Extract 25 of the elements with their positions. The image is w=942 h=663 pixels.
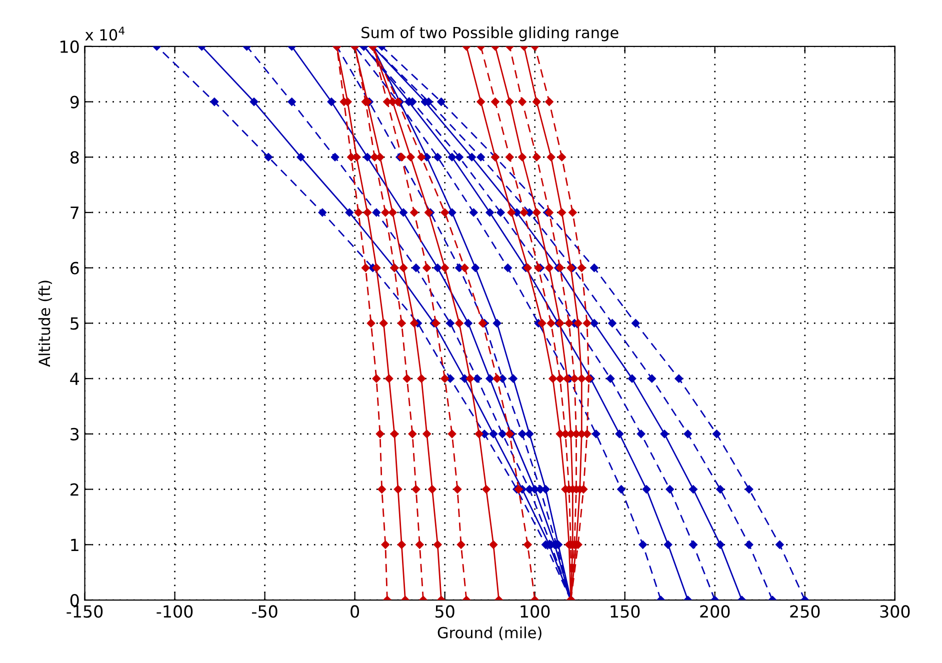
y-tick-label: 1 — [71, 538, 78, 551]
y-tick-label: 9 — [70, 96, 79, 108]
x-tick-label: 0 — [350, 605, 360, 618]
y-tick-label: 4 — [70, 372, 79, 385]
x-tick-label: 150 — [610, 605, 640, 618]
x-tick-label: 300 — [880, 605, 910, 618]
y-tick-label: 5 — [70, 317, 78, 330]
x-axis-title: Ground (mile) — [438, 626, 542, 640]
y-tick-label: 0 — [70, 594, 79, 607]
y-tick-label: 8 — [70, 151, 79, 164]
text: x 10$^{4}$ — [85, 26, 124, 41]
x-tick-label: 100 — [520, 605, 550, 618]
x-tick-label: 250 — [790, 605, 820, 618]
x-tick-label: -150 — [66, 605, 103, 618]
chart-title: Sum of two Possible gliding range — [362, 26, 618, 42]
y-tick-label: 2 — [70, 483, 78, 496]
x-tick-label: 50 — [436, 605, 454, 618]
y-tick-label: 7 — [70, 206, 78, 219]
y-tick-label: 10 — [60, 40, 79, 53]
y-tick-label: 3 — [70, 428, 79, 441]
x-tick-label: -100 — [156, 605, 193, 618]
x-tick-label: 200 — [700, 605, 730, 618]
y-axis-title: Altitude (ft) — [38, 280, 52, 367]
x-tick-label: -50 — [252, 605, 278, 618]
y-tick-label: 6 — [70, 262, 79, 274]
